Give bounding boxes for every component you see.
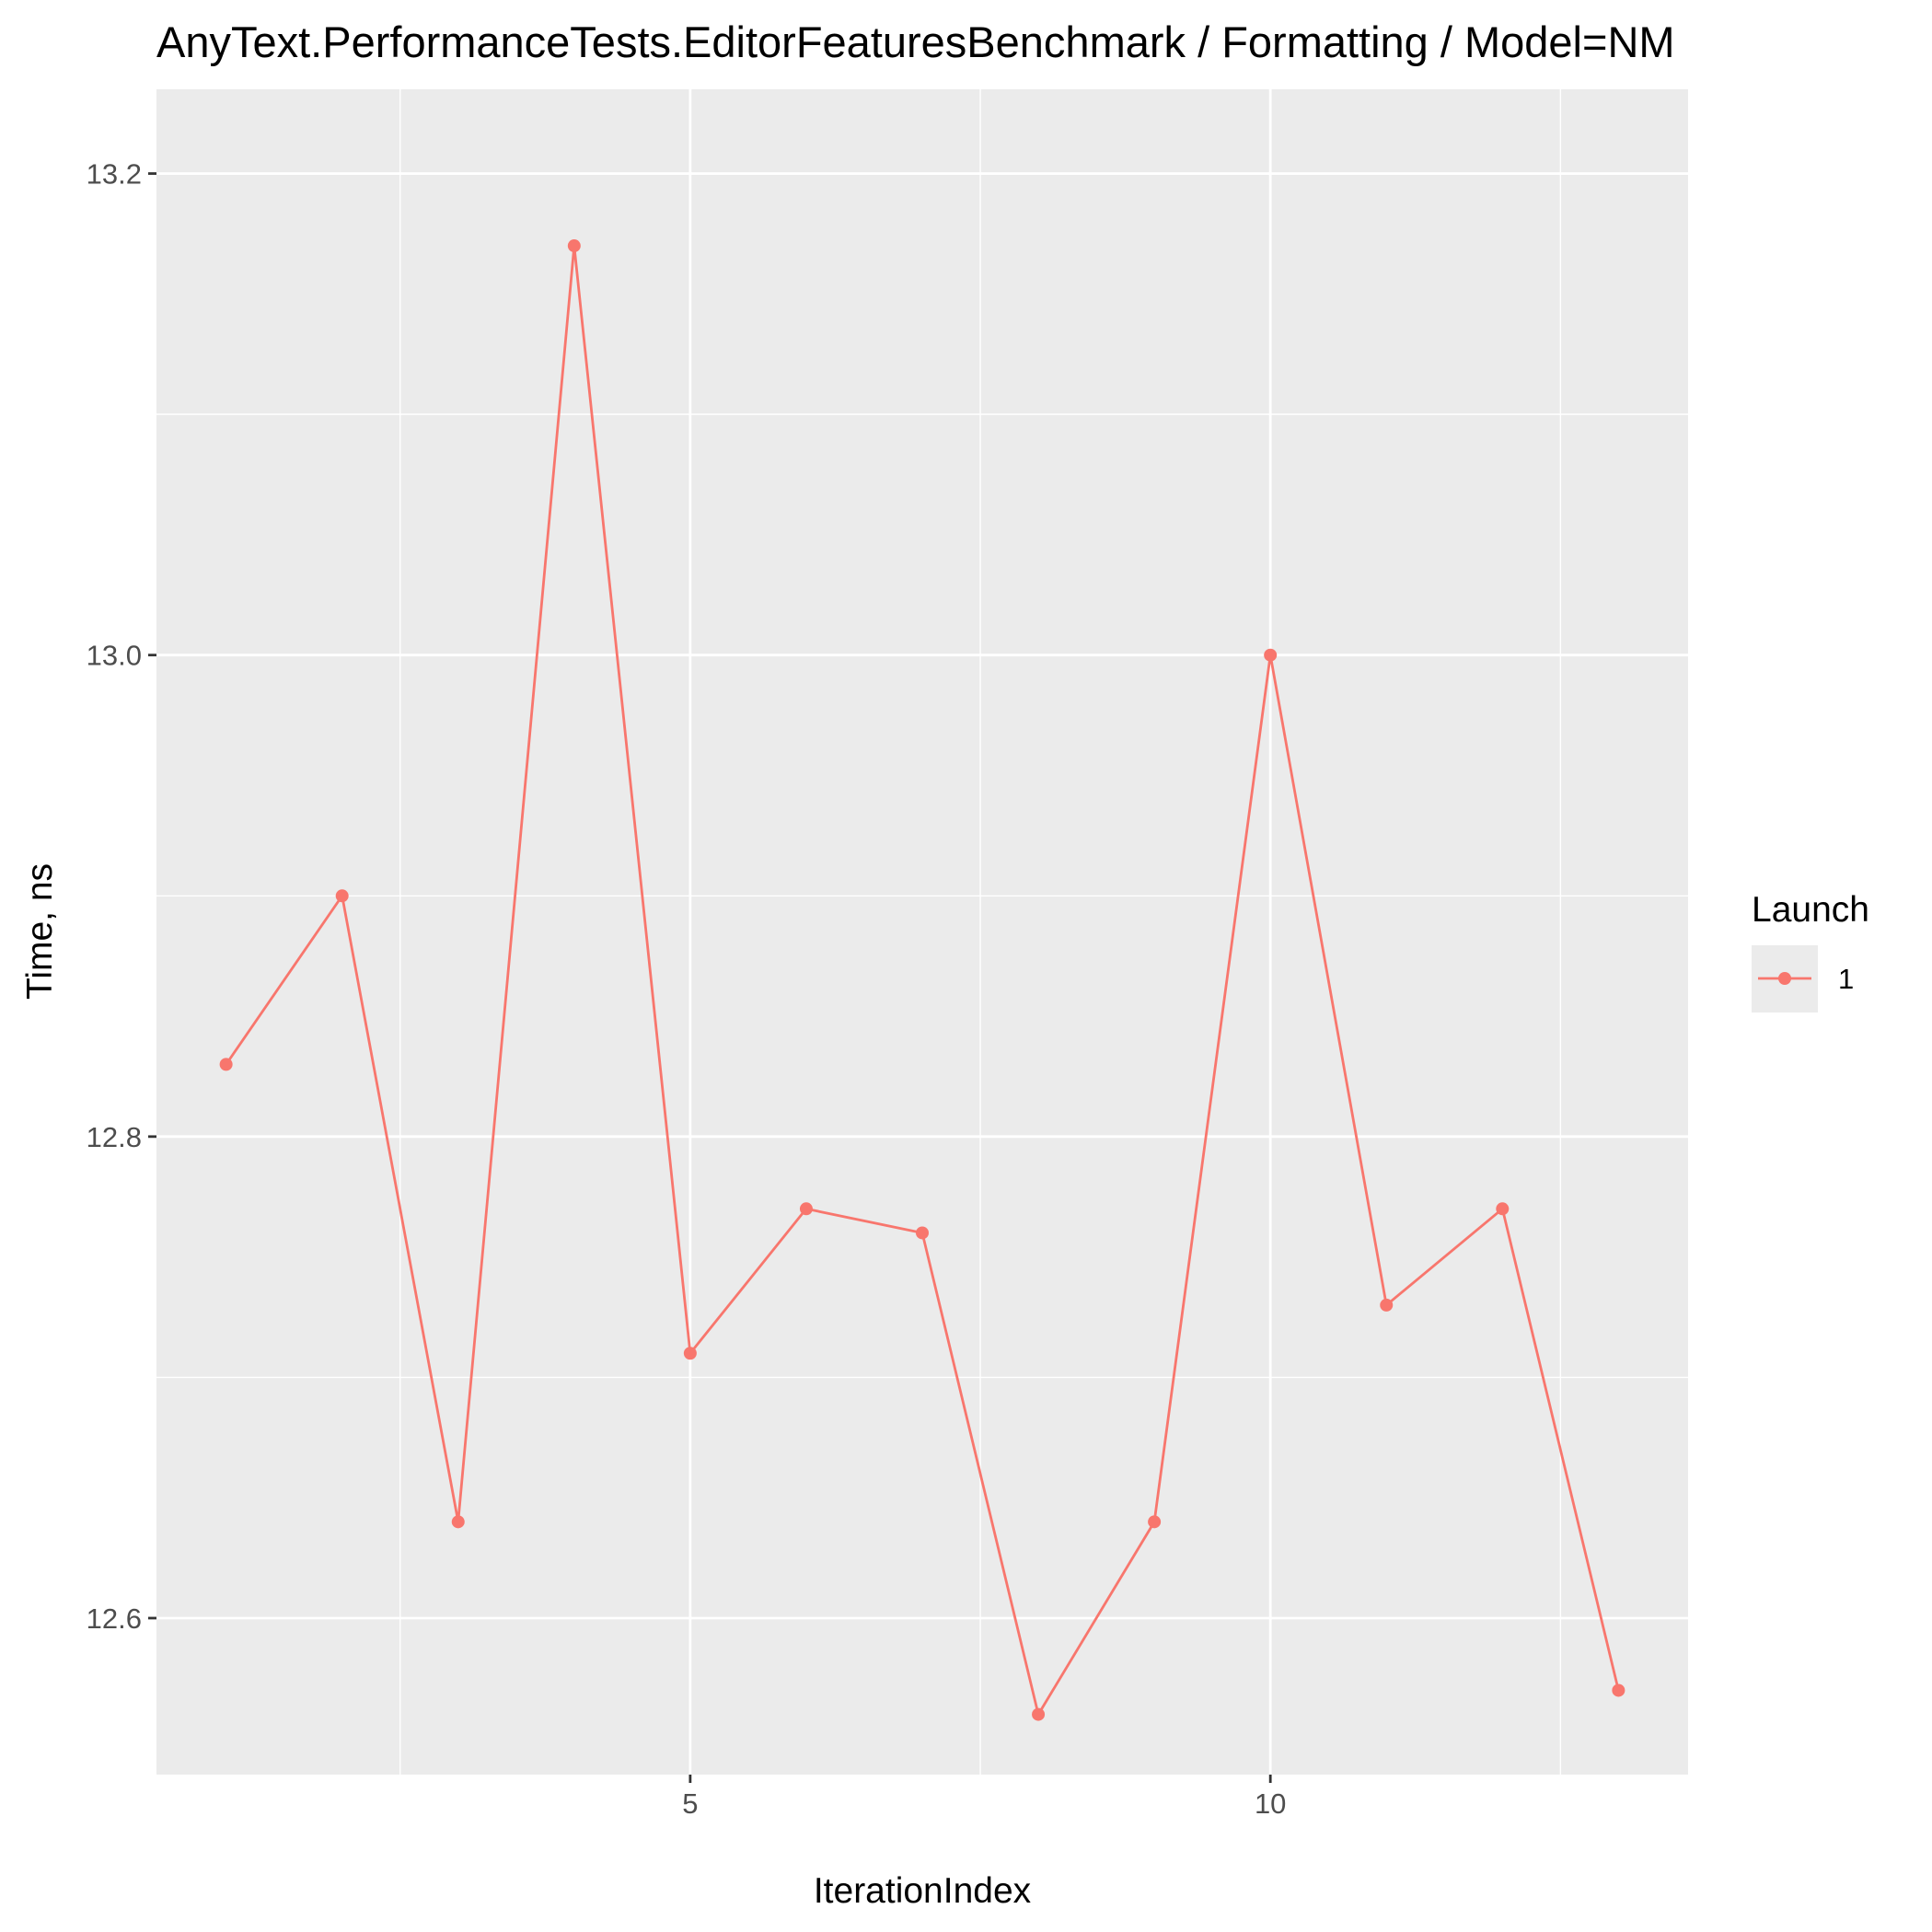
y-tick-label: 13.2	[87, 158, 142, 191]
legend: Launch 1	[1752, 890, 1869, 1012]
data-point	[1032, 1707, 1046, 1721]
series-layer	[219, 239, 1625, 1721]
axis-layer: 5 10 12.6 12.8 13.0 13.2	[87, 158, 1287, 1820]
major-grid	[156, 89, 1688, 1775]
legend-key-point	[1778, 972, 1791, 985]
plot-panel	[156, 89, 1688, 1775]
y-tick-label: 13.0	[87, 640, 142, 672]
chart-title: AnyText.PerformanceTests.EditorFeaturesB…	[156, 17, 1675, 66]
data-point	[916, 1226, 929, 1240]
y-tick-label: 12.6	[87, 1602, 142, 1635]
legend-label-series-1: 1	[1838, 963, 1854, 995]
data-point	[335, 889, 349, 903]
data-point	[1496, 1202, 1510, 1216]
data-point	[1612, 1683, 1625, 1697]
data-point	[451, 1515, 465, 1529]
data-point	[799, 1202, 813, 1216]
data-point	[1148, 1515, 1162, 1529]
x-tick-label: 10	[1255, 1787, 1286, 1820]
data-point	[683, 1347, 697, 1360]
data-point	[219, 1058, 233, 1071]
y-axis-title: Time, ns	[20, 863, 60, 1000]
y-tick-label: 12.8	[87, 1121, 142, 1153]
x-axis-title: IterationIndex	[814, 1871, 1032, 1911]
data-point	[567, 239, 581, 253]
data-point	[1380, 1298, 1394, 1312]
legend-title: Launch	[1752, 890, 1869, 930]
minor-grid	[156, 89, 1688, 1775]
x-tick-label: 5	[682, 1787, 698, 1820]
data-point	[1264, 648, 1278, 662]
